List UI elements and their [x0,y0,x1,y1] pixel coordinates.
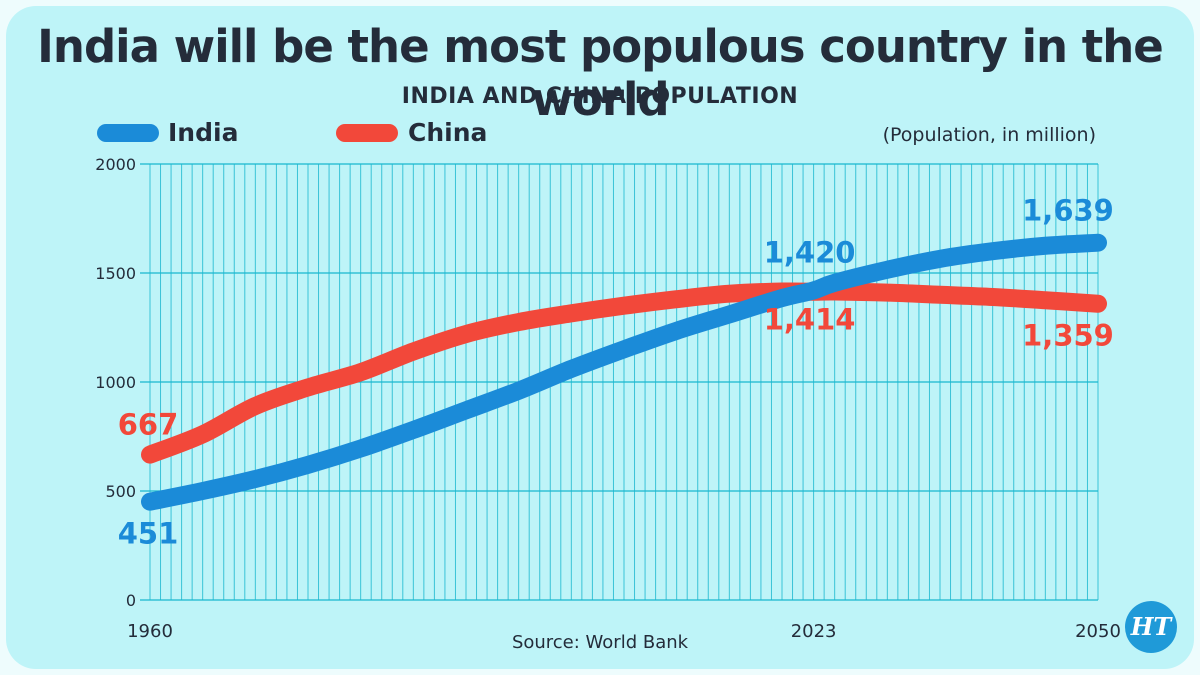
data-label-china: 1,359 [1022,319,1114,353]
legend-india-label: India [168,118,239,147]
chart-subtitle: INDIA AND CHINA POPULATION [401,84,799,109]
series-line-china [141,282,1107,464]
data-label-india: 1,420 [764,235,856,269]
y-tick-label: 0 [126,591,136,610]
data-label-india: 451 [118,517,179,551]
y-tick-label: 1500 [95,264,136,283]
chart-title: India will be the most populous country … [37,20,1164,126]
legend-india-swatch [97,124,159,142]
x-tick-label: 2050 [1075,621,1121,642]
y-tick-label: 2000 [95,155,136,174]
data-label-china: 667 [118,408,179,442]
y-tick-label: 500 [105,482,136,501]
legend-china-label: China [408,118,488,147]
source-note: Source: World Bank [511,632,689,653]
data-label-india: 1,639 [1022,194,1114,228]
unit-label: (Population, in million) [882,124,1096,146]
series-line-india [141,233,1107,511]
chart-card [6,6,1194,669]
x-tick-label: 2023 [791,621,837,642]
ht-logo: HT [1125,601,1177,653]
x-tick-label: 1960 [127,621,173,642]
data-label-china: 1,414 [764,303,856,337]
legend-china-swatch [336,124,398,142]
y-tick-label: 1000 [95,373,136,392]
